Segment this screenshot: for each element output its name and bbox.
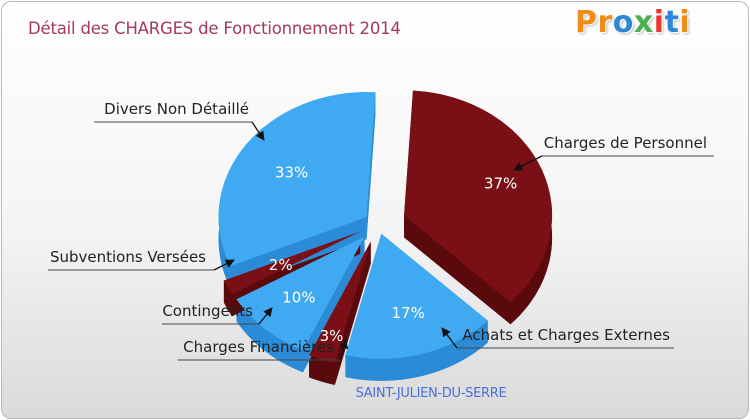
location-label: SAINT-JULIEN-DU-SERRE [355, 386, 507, 401]
pie-slice[interactable] [345, 233, 488, 359]
logo-letter: P [575, 5, 598, 40]
pie-slice-rim [345, 320, 488, 381]
slice-label: Divers Non Détaillé [104, 100, 249, 118]
pie-slice[interactable] [223, 231, 361, 295]
pie-slice-face [366, 92, 376, 240]
slice-label: Achats et Charges Externes [462, 326, 670, 344]
callout-arrow [441, 327, 458, 349]
callout-arrow [251, 121, 265, 141]
slice-percent: 37% [484, 175, 517, 193]
logo-letter: o [612, 5, 634, 40]
callout-arrow [258, 307, 273, 325]
pie-slice-face [404, 215, 511, 325]
callout-arrow [513, 155, 543, 171]
pie-slice-rim [236, 299, 303, 373]
proxiti-logo: Proxiti [575, 5, 690, 40]
callout-arrow [213, 259, 235, 271]
logo-letter: t [664, 5, 680, 40]
slice-percent: 33% [275, 163, 308, 181]
chart-title: Détail des CHARGES de Fonctionnement 201… [28, 19, 401, 38]
slice-percent: 2% [269, 256, 293, 274]
callout-arrow [339, 339, 349, 361]
slice-percent: 10% [282, 289, 315, 307]
percent-labels: 37% 17% 3% 10% 2% 33% [269, 163, 518, 345]
slice-label: Charges Financières [183, 338, 334, 356]
slice-percent: 3% [320, 327, 344, 345]
callout-lines [48, 121, 714, 361]
logo-letter: r [597, 5, 613, 40]
pie-slice[interactable] [236, 236, 365, 351]
slice-labels: Charges de Personnel Achats et Charges Ex… [50, 100, 707, 356]
pie-slices [218, 90, 553, 363]
logo-letter: x [633, 5, 654, 40]
slice-label: Subventions Versées [50, 248, 206, 266]
logo-letter: i [653, 5, 665, 40]
slice-label: Charges de Personnel [544, 134, 707, 152]
pie-slice[interactable] [404, 90, 553, 303]
slice-label: Contingents [162, 302, 253, 320]
logo-letter: i [679, 5, 691, 40]
pie-slice[interactable] [309, 241, 371, 363]
slice-percent: 17% [392, 304, 425, 322]
